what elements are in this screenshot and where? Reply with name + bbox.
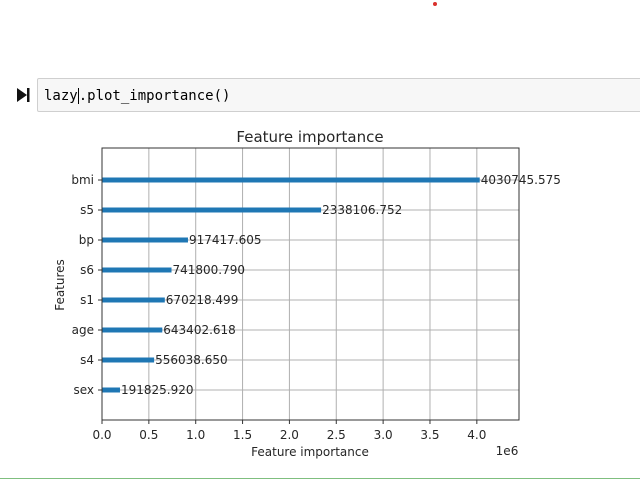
x-offset-label: 1e6	[496, 444, 519, 458]
y-tick-label-bmi: bmi	[71, 173, 94, 187]
bar-s5	[102, 207, 322, 213]
plot-frame	[101, 147, 520, 421]
value-label-bmi: 4030745.575	[481, 173, 561, 187]
y-tick-label-sex: sex	[73, 383, 94, 397]
y-tick-label-s1: s1	[80, 293, 94, 307]
bar-age	[102, 327, 163, 333]
y-tick-label-s6: s6	[80, 263, 94, 277]
bar-s1	[102, 297, 165, 303]
y-tick-label-s4: s4	[80, 353, 94, 367]
value-label-bp: 917417.605	[189, 233, 262, 247]
x-tick-label: 2.5	[327, 428, 346, 442]
x-axis-label: Feature importance	[251, 445, 369, 459]
cell-separator	[0, 478, 640, 479]
x-tick-label: 1.0	[186, 428, 205, 442]
status-dot	[433, 2, 437, 6]
x-tick-label: 2.0	[280, 428, 299, 442]
y-tick-labels: bmi s5 bp s6 s1 age s4 sex	[71, 173, 102, 397]
code-text-after-cursor: .plot_importance()	[78, 88, 231, 104]
y-tick-label-s5: s5	[80, 203, 94, 217]
x-tick-labels: 0.0 0.5 1.0 1.5 2.0 2.5 3.0 3.5 4.0	[92, 420, 486, 442]
value-label-s4: 556038.650	[155, 353, 228, 367]
code-text-before-cursor: lazy	[44, 88, 78, 104]
chart-bars	[102, 177, 480, 393]
x-tick-label: 1.5	[233, 428, 252, 442]
x-tick-label: 3.0	[374, 428, 393, 442]
text-cursor	[77, 88, 79, 104]
value-label-s6: 741800.790	[173, 263, 246, 277]
x-tick-label: 0.0	[92, 428, 111, 442]
x-tick-label: 4.0	[467, 428, 486, 442]
value-label-age: 643402.618	[163, 323, 236, 337]
run-cell-icon[interactable]	[14, 87, 32, 103]
value-label-s5: 2338106.752	[322, 203, 402, 217]
value-label-sex: 191825.920	[121, 383, 194, 397]
x-tick-label: 0.5	[139, 428, 158, 442]
chart-grid	[101, 148, 519, 420]
bar-s4	[102, 357, 155, 363]
y-tick-label-bp: bp	[79, 233, 94, 247]
bar-bmi	[102, 177, 480, 183]
code-cell-input[interactable]: lazy.plot_importance()	[37, 78, 640, 112]
y-tick-label-age: age	[72, 323, 94, 337]
value-labels: 4030745.575 2338106.752 917417.605 741800.7…	[121, 173, 561, 397]
bar-bp	[102, 237, 188, 243]
bar-s6	[102, 267, 172, 273]
code-line: lazy.plot_importance()	[44, 88, 230, 104]
feature-importance-chart: Feature importance bmi s5 bp s6 s1 age s4 sex 0…	[53, 128, 561, 459]
x-tick-label: 3.5	[420, 428, 439, 442]
y-axis-label: Features	[53, 259, 67, 311]
value-label-s1: 670218.499	[166, 293, 239, 307]
chart-title: Feature importance	[236, 128, 383, 146]
bar-sex	[102, 387, 120, 393]
